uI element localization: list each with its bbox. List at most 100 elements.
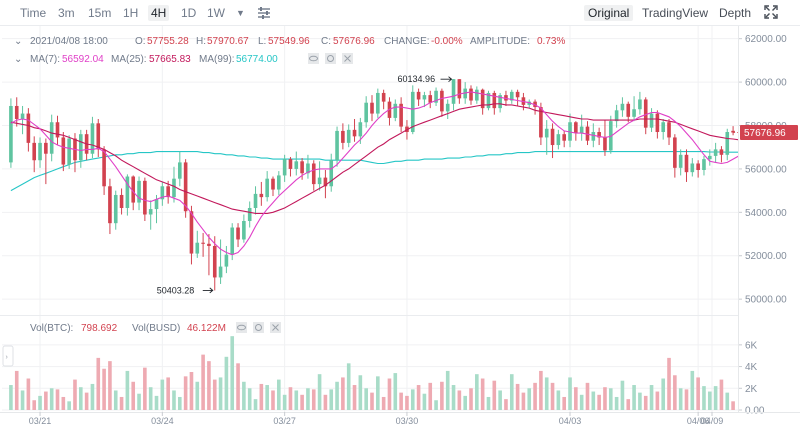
- volume-bar: [445, 370, 450, 410]
- volume-bar: [253, 399, 258, 410]
- view-original[interactable]: Original: [584, 5, 634, 21]
- volume-bar: [178, 396, 182, 410]
- volume-bar: [108, 361, 112, 410]
- volume-bar: [655, 391, 660, 410]
- volume-bar: [597, 394, 601, 410]
- candle-body: [457, 79, 462, 99]
- volume-bar: [667, 357, 671, 410]
- vol-settings-icon[interactable]: [253, 322, 264, 333]
- volume-bar: [346, 363, 351, 410]
- volume-bar: [26, 378, 31, 410]
- volume-bar: [451, 385, 456, 410]
- candle-body: [311, 163, 316, 185]
- volume-bar: [335, 381, 339, 410]
- volume-bar: [148, 387, 153, 410]
- candle-body: [713, 149, 718, 156]
- candle-body: [719, 149, 724, 155]
- candle-body: [14, 105, 19, 119]
- svg-text:MA(7):: MA(7):: [30, 54, 60, 65]
- volume-bar: [166, 377, 170, 410]
- fullscreen-icon[interactable]: [764, 5, 778, 21]
- candle-body: [306, 163, 310, 174]
- candle-body: [614, 110, 619, 122]
- candle-body: [469, 88, 473, 101]
- volume-tick-label: 6K: [745, 340, 758, 351]
- axes: 62000.0060000.0058000.0056000.0054000.00…: [0, 26, 800, 426]
- price-tick-label: 52000.00: [745, 251, 787, 262]
- interval-time[interactable]: Time: [20, 6, 47, 20]
- candle-body: [172, 178, 176, 198]
- volume-bar: [428, 382, 433, 410]
- interval-3m[interactable]: 3m: [58, 6, 75, 20]
- volume-bar: [183, 376, 188, 410]
- volume-bar: [673, 375, 677, 410]
- volume-bar: [131, 381, 136, 410]
- candle-body: [539, 107, 543, 138]
- svg-text:MA(25):: MA(25):: [111, 54, 147, 65]
- candle-body: [562, 134, 566, 141]
- volume-bar: [643, 395, 648, 410]
- ma-visibility-icon[interactable]: [308, 53, 319, 64]
- volume-tick-label: 4K: [745, 362, 758, 373]
- volume-bar: [102, 368, 106, 410]
- volume-bar: [579, 394, 584, 410]
- candle-body: [498, 95, 502, 109]
- candle-body: [230, 227, 235, 255]
- kline-chart[interactable]: ⌄ 2021/04/08 18:00 O: 57755.28 H: 57970.…: [0, 26, 800, 426]
- volume-tick-label: 2K: [745, 384, 758, 395]
- volume-bar: [684, 389, 689, 410]
- candles: [9, 79, 735, 291]
- candle-body: [486, 92, 491, 109]
- ma-settings-icon[interactable]: [325, 53, 336, 64]
- volume-bar: [690, 370, 695, 410]
- candle-body: [544, 128, 549, 138]
- volume-bar: [632, 385, 636, 410]
- time-tick-label: 04/03: [559, 416, 582, 426]
- vol-close-icon[interactable]: [270, 322, 281, 333]
- low-annotation: 50403.28: [157, 285, 214, 295]
- volume-bar: [189, 372, 194, 410]
- view-depth[interactable]: Depth: [719, 6, 752, 20]
- interval-15m[interactable]: 15m: [88, 6, 112, 20]
- candle-body: [224, 254, 229, 267]
- candle-body: [119, 194, 124, 208]
- ma-close-icon[interactable]: [342, 53, 353, 64]
- ma-info: ⌄ MA(7): 56592.04 MA(25): 57665.83 MA(99…: [14, 53, 353, 65]
- candle-body: [603, 137, 607, 151]
- interval-1h[interactable]: 1H: [123, 6, 139, 20]
- candle-body: [32, 142, 37, 161]
- vol-visibility-icon[interactable]: [236, 322, 247, 333]
- candle-body: [707, 155, 712, 160]
- volume-bar: [707, 391, 712, 410]
- ma7-line: [10, 91, 740, 256]
- volume-bar: [230, 336, 235, 410]
- candle-body: [183, 162, 188, 212]
- volume-bar: [212, 379, 217, 410]
- candle-body: [428, 95, 433, 103]
- interval-dropdown-icon[interactable]: ▼: [236, 8, 245, 18]
- volume-bar: [143, 367, 147, 410]
- candle-body: [9, 105, 13, 163]
- current-price-marker: 57676.96: [733, 125, 798, 141]
- interval-1w[interactable]: 1W: [207, 6, 225, 20]
- candle-body: [725, 132, 730, 155]
- candle-body: [55, 122, 60, 138]
- interval-4h[interactable]: 4H: [148, 5, 170, 21]
- candle-body: [61, 137, 66, 165]
- scroll-left-handle[interactable]: ›: [2, 345, 14, 367]
- volume-bar: [207, 361, 211, 410]
- candle-body: [282, 159, 287, 176]
- volume-bar: [55, 389, 60, 410]
- candle-body: [38, 142, 42, 161]
- view-tradingview[interactable]: TradingView: [642, 6, 709, 20]
- volume-bar: [544, 377, 549, 410]
- svg-text:C:: C:: [321, 36, 331, 47]
- svg-text:Vol(BUSD): Vol(BUSD): [132, 323, 180, 334]
- time-tick-label: 04/06: [687, 416, 710, 426]
- interval-1d[interactable]: 1D: [181, 6, 197, 20]
- volume-bar: [626, 399, 631, 410]
- volume-bar: [329, 389, 334, 410]
- volume-bar: [370, 392, 374, 410]
- indicator-settings-icon[interactable]: [256, 5, 272, 21]
- volume-bar: [725, 392, 730, 410]
